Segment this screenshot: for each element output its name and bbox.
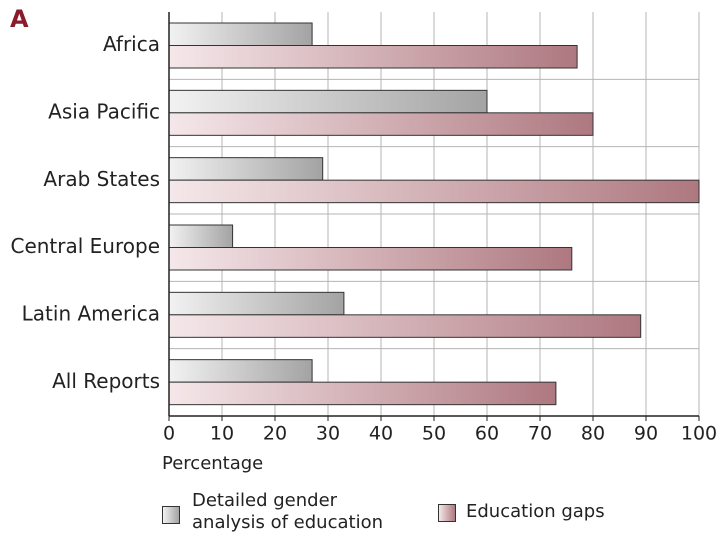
bar: [168, 112, 594, 136]
y-tick-label: Africa: [103, 32, 160, 56]
x-axis-label: Percentage: [162, 453, 263, 474]
x-tick-label: 10: [210, 423, 234, 445]
y-tick-label: Central Europe: [10, 234, 160, 258]
bar: [168, 45, 578, 69]
x-tick-label: 60: [475, 423, 499, 445]
x-tick-label: 0: [163, 423, 175, 445]
x-tick-label: 20: [263, 423, 287, 445]
legend-label: Education gaps: [466, 501, 605, 522]
panel-label: A: [10, 5, 29, 33]
bar: [168, 247, 573, 271]
bar: [168, 314, 642, 338]
x-tick-label: 90: [634, 423, 658, 445]
y-tick-label: Arab States: [43, 167, 160, 191]
legend-swatch: [162, 506, 180, 524]
bar: [168, 22, 313, 46]
bar: [168, 359, 313, 383]
x-tick-label: 80: [581, 423, 605, 445]
bar: [168, 179, 700, 204]
y-tick-label: All Reports: [52, 369, 160, 393]
x-tick-label: 100: [681, 423, 717, 445]
legend-label: Detailed gender analysis of education: [192, 490, 383, 533]
x-tick-label: 50: [422, 423, 446, 445]
bar: [168, 291, 345, 316]
y-tick-label: Latin America: [22, 302, 160, 326]
x-tick-label: 70: [528, 423, 552, 445]
bar: [168, 224, 234, 248]
bar: [168, 381, 557, 406]
bar: [168, 89, 488, 114]
x-tick-label: 30: [316, 423, 340, 445]
x-tick-label: 40: [369, 423, 393, 445]
bar: [168, 157, 324, 181]
legend-swatch: [438, 504, 456, 522]
y-tick-label: Asia Pacific: [48, 100, 160, 124]
